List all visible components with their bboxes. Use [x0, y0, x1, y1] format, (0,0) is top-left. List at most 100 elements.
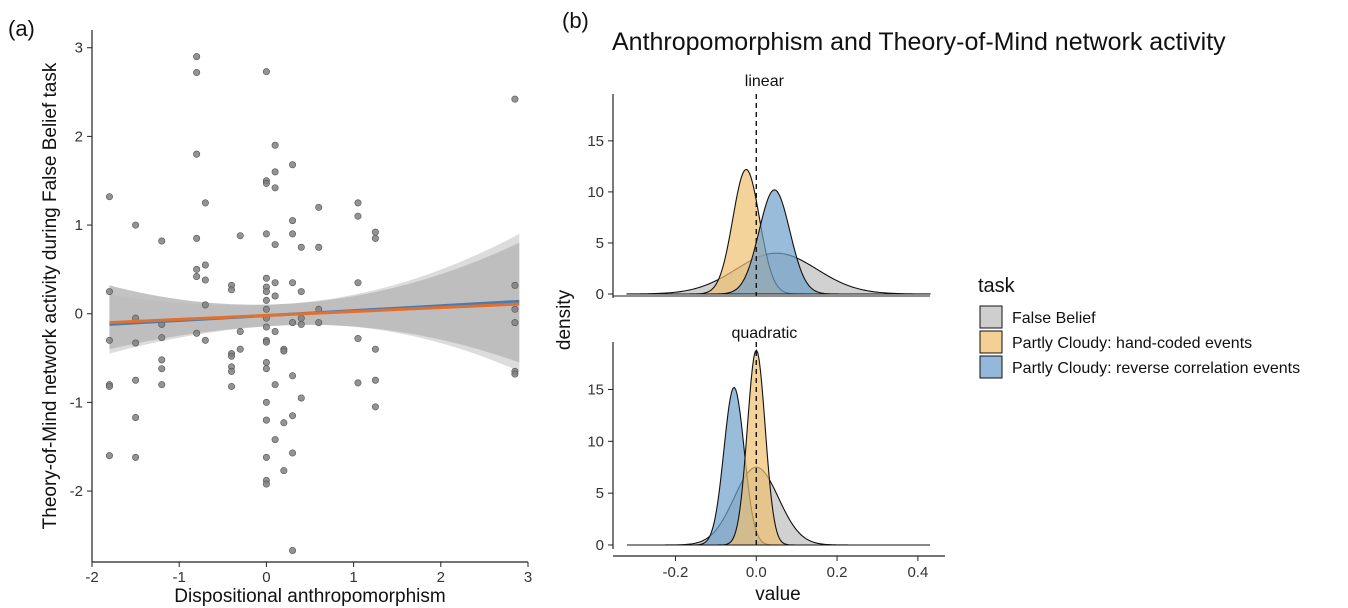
scatter-point — [271, 168, 279, 176]
scatter-point — [271, 292, 279, 300]
scatter-point — [262, 365, 270, 373]
scatter-point — [105, 193, 113, 201]
scatter-point — [280, 347, 288, 355]
scatter-point — [201, 336, 209, 344]
density-curve — [627, 189, 930, 295]
scatter-point — [158, 356, 166, 364]
scatter-point — [193, 329, 201, 337]
scatter-point — [105, 382, 113, 390]
scatter-panel: (a) -2 -1 0 1 2 3 -2 -1 0 1 2 3 Dispositional anth… — [8, 16, 532, 607]
scatter-point — [271, 141, 279, 149]
x-tick-label: 0.4 — [907, 564, 928, 581]
scatter-point — [262, 453, 270, 461]
scatter-point — [271, 381, 279, 389]
scatter-point — [262, 398, 270, 406]
scatter-point — [289, 412, 297, 420]
x-tick-label: 1 — [349, 569, 357, 586]
scatter-point — [262, 68, 270, 76]
scatter-point — [262, 338, 270, 346]
scatter-point — [371, 376, 379, 384]
scatter-point — [354, 279, 362, 287]
chart-title: Anthropomorphism and Theory-of-Mind netw… — [612, 28, 1226, 56]
scatter-point — [228, 352, 236, 360]
scatter-point — [297, 320, 305, 328]
scatter-point — [315, 203, 323, 211]
facet-label: linear — [745, 73, 785, 90]
scatter-point — [371, 228, 379, 236]
scatter-point — [280, 467, 288, 475]
legend-swatch — [979, 355, 1003, 379]
scatter-point — [201, 261, 209, 269]
scatter-point — [315, 319, 323, 327]
legend-entries: False Belief Partly Cloudy: hand-coded ev… — [979, 305, 1300, 379]
scatter-point — [201, 276, 209, 284]
scatter-point — [511, 95, 519, 103]
scatter-point — [271, 327, 279, 335]
y-tick-label: 15 — [587, 133, 604, 150]
scatter-point — [236, 327, 244, 335]
scatter-point — [132, 221, 140, 229]
scatter-point — [228, 367, 236, 375]
x-tick-label: 3 — [524, 569, 532, 586]
x-ticks-density: -0.2 0.0 0.2 0.4 — [613, 555, 945, 581]
facet-linear: linear 0 5 10 15 — [587, 73, 931, 303]
scatter-point — [262, 358, 270, 366]
fit-lines — [109, 299, 520, 326]
x-tick-label: 0.2 — [827, 564, 848, 581]
scatter-point — [511, 319, 519, 327]
scatter-point — [228, 382, 236, 390]
scatter-point — [297, 314, 305, 322]
scatter-point — [297, 288, 305, 296]
scatter-point — [262, 416, 270, 424]
legend: task False Belief Partly Cloudy: hand-cod… — [978, 275, 1300, 379]
y-tick-label: 0 — [596, 286, 604, 303]
scatter-point — [289, 319, 297, 327]
scatter-point — [201, 301, 209, 309]
scatter-point — [193, 272, 201, 280]
scatter-point — [158, 334, 166, 342]
scatter-point — [315, 243, 323, 251]
scatter-point — [289, 279, 297, 287]
scatter-point — [354, 335, 362, 343]
scatter-point — [193, 234, 201, 242]
scatter-point — [193, 53, 201, 61]
y-tick-label: 5 — [596, 485, 604, 502]
scatter-point — [262, 288, 270, 296]
legend-title: task — [978, 275, 1016, 297]
scatter-point — [271, 184, 279, 192]
scatter-point — [193, 150, 201, 158]
y-tick-label: 10 — [587, 433, 604, 450]
confidence-bands — [109, 233, 520, 372]
legend-swatch — [979, 330, 1003, 354]
scatter-point — [158, 381, 166, 389]
density-curve — [627, 349, 930, 546]
legend-entry-label: Partly Cloudy: hand-coded events — [1012, 335, 1252, 352]
x-ticks: -2 -1 0 1 2 3 — [85, 562, 532, 586]
y-axis-title: Theory-of-Mind network activity during F… — [40, 62, 61, 529]
scatter-point — [371, 234, 379, 242]
scatter-point — [297, 243, 305, 251]
scatter-point — [354, 212, 362, 220]
y-tick-label: 5 — [596, 235, 604, 252]
scatter-point — [262, 179, 270, 187]
scatter-point — [511, 305, 519, 313]
scatter-point — [289, 372, 297, 380]
y-tick-label: 10 — [587, 184, 604, 201]
scatter-point — [271, 241, 279, 249]
y-tick-label: 2 — [75, 128, 83, 145]
x-tick-label: -1 — [173, 569, 186, 586]
y-ticks: -2 -1 0 1 2 3 — [70, 40, 92, 500]
legend-entry-label: Partly Cloudy: reverse correlation event… — [1012, 360, 1300, 377]
scatter-point — [289, 546, 297, 554]
scatter-point — [158, 237, 166, 245]
scatter-point — [289, 449, 297, 457]
y-tick-label: 1 — [75, 217, 83, 234]
scatter-point — [271, 279, 279, 287]
scatter-point — [262, 296, 270, 304]
facet-quadratic: quadratic 0 5 10 15 — [587, 325, 930, 554]
x-tick-label: 0 — [262, 569, 270, 586]
scatter-point — [280, 419, 288, 427]
scatter-point — [105, 452, 113, 460]
x-tick-label: 2 — [437, 569, 445, 586]
panel-label-a: (a) — [8, 16, 35, 41]
